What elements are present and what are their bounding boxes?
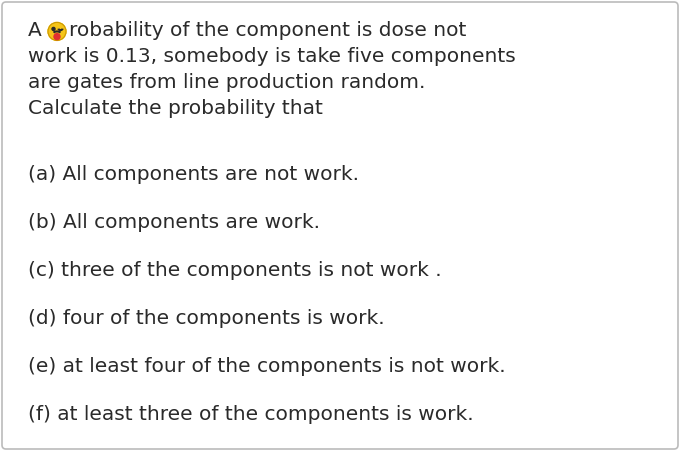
- Text: (d) four of the components is work.: (d) four of the components is work.: [28, 309, 385, 328]
- Text: (f) at least three of the components is work.: (f) at least three of the components is …: [28, 405, 474, 424]
- Text: (b) All components are work.: (b) All components are work.: [28, 213, 320, 233]
- Text: (c) three of the components is not work .: (c) three of the components is not work …: [28, 262, 441, 281]
- Text: Calculate the probability that: Calculate the probability that: [28, 100, 323, 119]
- Text: (e) at least four of the components is not work.: (e) at least four of the components is n…: [28, 358, 506, 377]
- Text: A: A: [28, 22, 48, 41]
- Circle shape: [52, 28, 55, 30]
- Text: (a) All components are not work.: (a) All components are not work.: [28, 166, 359, 184]
- Text: work is 0.13, somebody is take five components: work is 0.13, somebody is take five comp…: [28, 47, 515, 66]
- Circle shape: [48, 23, 66, 41]
- Text: robability of the component is dose not: robability of the component is dose not: [69, 22, 466, 41]
- Circle shape: [54, 34, 60, 40]
- Text: are gates from line production random.: are gates from line production random.: [28, 74, 426, 92]
